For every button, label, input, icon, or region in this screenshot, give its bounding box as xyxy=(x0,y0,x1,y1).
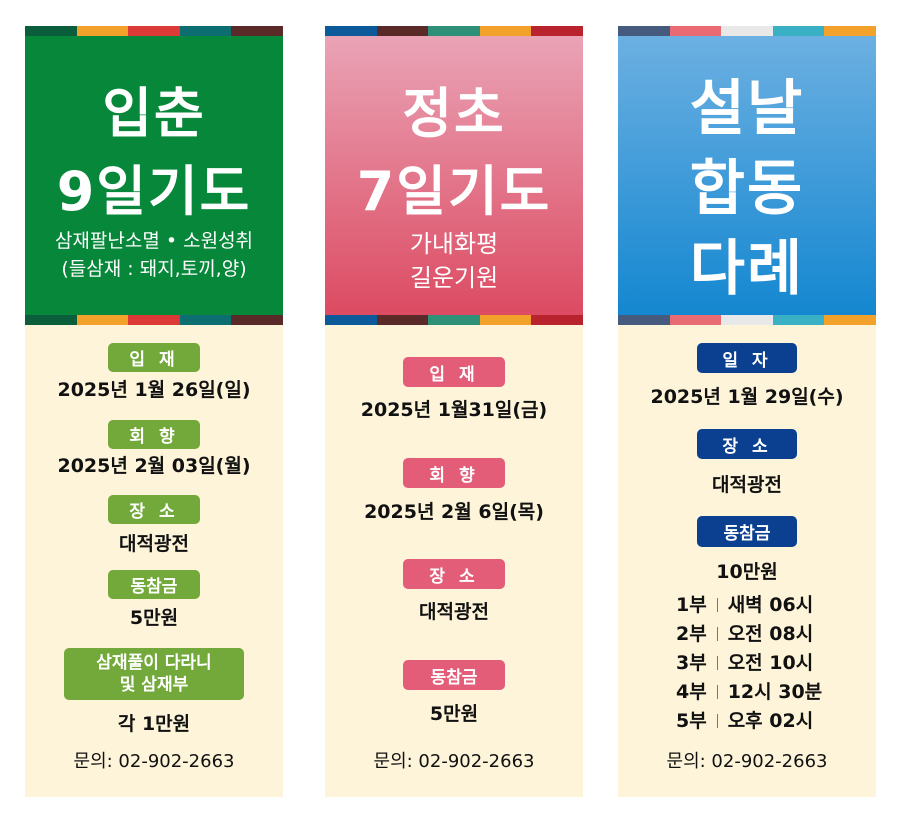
seollal-memorial-banner: 설날 합동 다례 일 자 2025년 1월 29일(수) 장 소 대적광전 동참… xyxy=(618,26,876,797)
contact-phone: 문의: 02-902-2663 xyxy=(373,751,535,772)
end-date-value: 2025년 2월 6일(목) xyxy=(364,501,544,523)
banner-subtitle: 길운기원 xyxy=(409,264,499,292)
schedule-time: 새벽 06시 xyxy=(727,594,814,616)
schedule-time: 오후 02시 xyxy=(727,710,814,732)
contact-phone: 문의: 02-902-2663 xyxy=(666,751,828,772)
start-date-value: 2025년 1월 26일(일) xyxy=(57,379,251,401)
banner-title-line: 정초 xyxy=(402,82,506,145)
end-date-label: 회 향 xyxy=(108,420,200,449)
fee-value: 5만원 xyxy=(429,703,479,725)
fee-value: 5만원 xyxy=(129,607,179,629)
place-label: 장 소 xyxy=(108,495,200,524)
schedule-part: 3부 xyxy=(676,652,707,674)
date-label: 일 자 xyxy=(697,343,797,373)
banner-body: 입 재 2025년 1월31일(금) 회 향 2025년 2월 6일(목) 장 … xyxy=(325,325,583,797)
fee-label: 동참금 xyxy=(403,660,505,690)
color-stripe xyxy=(618,26,876,36)
divider xyxy=(716,714,718,728)
schedule-row: 1부 새벽 06시 xyxy=(676,593,813,617)
schedule-time: 오전 08시 xyxy=(727,623,814,645)
banner-title-line: 9일기도 xyxy=(56,160,252,223)
start-date-label: 입 재 xyxy=(108,343,200,372)
banner-title-line: 다례 xyxy=(689,234,805,304)
color-stripe xyxy=(325,315,583,325)
end-date-label: 회 향 xyxy=(403,458,505,488)
date-value: 2025년 1월 29일(수) xyxy=(650,386,844,408)
schedule-part: 4부 xyxy=(676,681,707,703)
samjae-item-value: 각 1만원 xyxy=(117,713,191,735)
color-stripe xyxy=(618,315,876,325)
banner-title-line: 합동 xyxy=(689,154,805,224)
banner-header: 정초 7일기도 가내화평 길운기원 xyxy=(325,36,583,315)
banner-header: 입춘 9일기도 삼재팔난소멸 • 소원성취 (들삼재 : 돼지,토끼,양) xyxy=(25,36,283,315)
ipchun-prayer-banner: 입춘 9일기도 삼재팔난소멸 • 소원성취 (들삼재 : 돼지,토끼,양) 입 … xyxy=(25,26,283,797)
schedule-part: 5부 xyxy=(676,710,707,732)
divider xyxy=(716,685,718,699)
divider xyxy=(716,598,718,612)
banner-title-line: 입춘 xyxy=(102,82,206,145)
banner-subtitle: 가내화평 xyxy=(409,230,499,258)
schedule-row: 4부 12시 30분 xyxy=(676,680,822,704)
divider xyxy=(716,627,718,641)
end-date-value: 2025년 2월 03일(월) xyxy=(57,455,251,477)
place-label: 장 소 xyxy=(697,429,797,459)
color-stripe xyxy=(325,26,583,36)
schedule-time: 12시 30분 xyxy=(727,681,823,703)
banner-subtitle: (들삼재 : 돼지,토끼,양) xyxy=(61,258,247,280)
place-value: 대적광전 xyxy=(419,601,489,623)
banner-subtitle: 삼재팔난소멸 • 소원성취 xyxy=(54,230,254,252)
schedule-part: 2부 xyxy=(676,623,707,645)
start-date-value: 2025년 1월31일(금) xyxy=(360,399,548,421)
jeongcho-prayer-banner: 정초 7일기도 가내화평 길운기원 입 재 2025년 1월31일(금) 회 향… xyxy=(325,26,583,797)
divider xyxy=(716,656,718,670)
schedule-row: 5부 오후 02시 xyxy=(676,709,813,733)
fee-label: 동참금 xyxy=(697,516,797,547)
start-date-label: 입 재 xyxy=(403,357,505,387)
banner-title-line: 7일기도 xyxy=(356,160,552,223)
place-value: 대적광전 xyxy=(119,533,189,555)
place-value: 대적광전 xyxy=(712,474,782,496)
banner-body: 입 재 2025년 1월 26일(일) 회 향 2025년 2월 03일(월) … xyxy=(25,325,283,797)
banner-title-line: 설날 xyxy=(689,74,805,144)
color-stripe xyxy=(25,315,283,325)
samjae-item-label: 삼재풀이 다라니 및 삼재부 xyxy=(64,648,244,700)
banner-body: 일 자 2025년 1월 29일(수) 장 소 대적광전 동참금 10만원 1부… xyxy=(618,325,876,797)
schedule-time: 오전 10시 xyxy=(727,652,814,674)
schedule-part: 1부 xyxy=(676,594,707,616)
schedule-row: 3부 오전 10시 xyxy=(676,651,813,675)
banner-header: 설날 합동 다례 xyxy=(618,36,876,315)
place-label: 장 소 xyxy=(403,559,505,589)
fee-value: 10만원 xyxy=(716,561,778,583)
schedule-row: 2부 오전 08시 xyxy=(676,622,813,646)
contact-phone: 문의: 02-902-2663 xyxy=(73,751,235,772)
fee-label: 동참금 xyxy=(108,570,200,599)
color-stripe xyxy=(25,26,283,36)
